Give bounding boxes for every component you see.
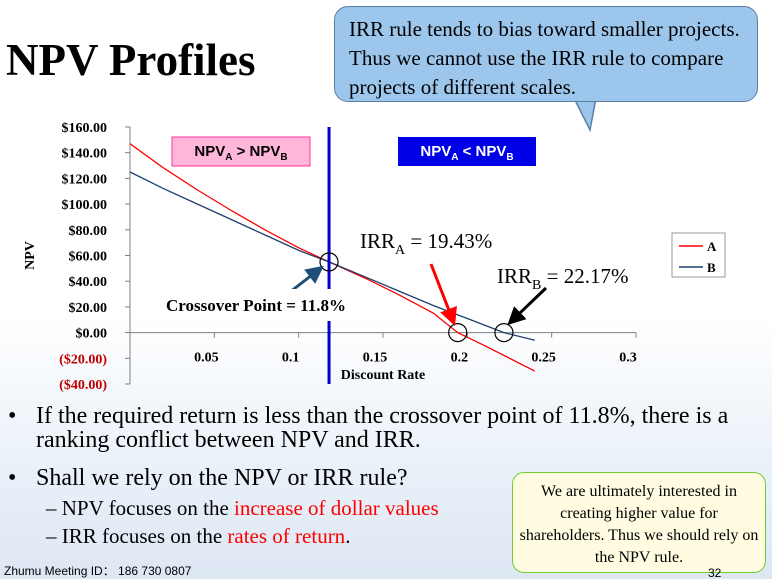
irr-a-label-part: = 19.43% <box>405 229 492 253</box>
slide-title: NPV Profiles <box>6 35 256 85</box>
x-tick-label: 0.05 <box>194 351 219 366</box>
legend-box <box>671 232 726 278</box>
npv-a-less-box-label: NPVA < NPVB <box>420 143 513 163</box>
note-text: We are ultimately interested in creating… <box>519 483 759 566</box>
y-tick-label: $20.00 <box>69 301 108 316</box>
crossover-arrow <box>289 265 324 294</box>
callout-box: IRR rule tends to bias toward smaller pr… <box>334 6 758 102</box>
y-tick-label: $100.00 <box>62 198 108 213</box>
npv-a-greater-box-label-part: A <box>225 152 232 163</box>
highlight-circle <box>319 252 339 272</box>
x-tick-label: 0.15 <box>363 351 388 366</box>
npv-a-greater-box-label-part: NPV <box>194 143 225 160</box>
y-tick-label: $0.00 <box>76 327 108 342</box>
npv-a-greater-box-label-part: NPV <box>250 143 281 160</box>
npv-a-greater-box-label-part: B <box>280 152 287 163</box>
irr-a-label-part: IRR <box>360 229 395 253</box>
npv-a-greater-box-label-part: > <box>232 143 249 160</box>
npv-a-less-box-bg <box>398 137 536 166</box>
y-tick-label: $140.00 <box>62 147 108 162</box>
footer-meeting-id: Zhumu Meeting ID： 186 730 0807 <box>4 564 192 578</box>
legend-label: A <box>707 239 717 254</box>
y-tick-label: $40.00 <box>69 275 108 290</box>
note-callout: We are ultimately interested in creating… <box>512 472 766 573</box>
irr-b-label-part: IRR <box>497 264 532 288</box>
x-tick-label: 0.3 <box>619 351 637 366</box>
series-line-a <box>129 143 536 372</box>
highlight-circle <box>448 323 468 343</box>
npv-a-less-box-label-part: NPV <box>476 143 507 160</box>
highlight-circle <box>494 323 514 343</box>
callout-text: IRR rule tends to bias toward smaller pr… <box>349 17 740 99</box>
irr-b-label-part: B <box>532 278 541 293</box>
npv-profile-chart: $160.00 $140.00 $120.00 $100.00 $80.00 $60.00… <box>23 121 726 393</box>
npv-a-greater-box-bg <box>171 136 311 167</box>
irr-a-label-part: A <box>395 243 406 258</box>
npv-a-less-box-label-part: B <box>506 152 513 163</box>
legend-label: B <box>707 260 716 275</box>
irr-b-arrow <box>507 286 548 326</box>
y-axis-title: NPV <box>23 241 38 270</box>
npv-a-less-box-label-part: NPV <box>420 143 451 160</box>
y-tick-label: ($20.00) <box>59 352 107 367</box>
irr-a-label: IRRA = 19.43% <box>360 229 492 258</box>
npv-a-less-box-label-part: < <box>458 143 475 160</box>
page-number: 32 <box>708 566 722 580</box>
y-tick-label: $160.00 <box>62 121 108 136</box>
x-tick-label: 0.2 <box>451 351 469 366</box>
npv-a-less-box: NPVA < NPVB <box>398 137 536 166</box>
y-tick-label: $60.00 <box>69 250 108 265</box>
irr-a-arrow <box>429 263 457 326</box>
crossover-label: Crossover Point = 11.8% <box>166 296 346 315</box>
x-tick-label: 0.1 <box>282 351 300 366</box>
crossover-label-box <box>140 289 383 321</box>
irr-b-label-part: = 22.17% <box>541 264 628 288</box>
npv-a-greater-box: NPVA > NPVB <box>171 136 311 167</box>
irr-b-label: IRRB = 22.17% <box>497 264 628 293</box>
npv-a-less-box-label-part: A <box>451 152 458 163</box>
y-tick-label: ($40.00) <box>59 378 107 393</box>
y-tick-label: $120.00 <box>62 172 108 187</box>
x-axis-title: Discount Rate <box>341 368 425 383</box>
x-tick-label: 0.25 <box>531 351 556 366</box>
npv-a-greater-box-label: NPVA > NPVB <box>194 143 287 163</box>
y-tick-label: $80.00 <box>69 224 108 239</box>
